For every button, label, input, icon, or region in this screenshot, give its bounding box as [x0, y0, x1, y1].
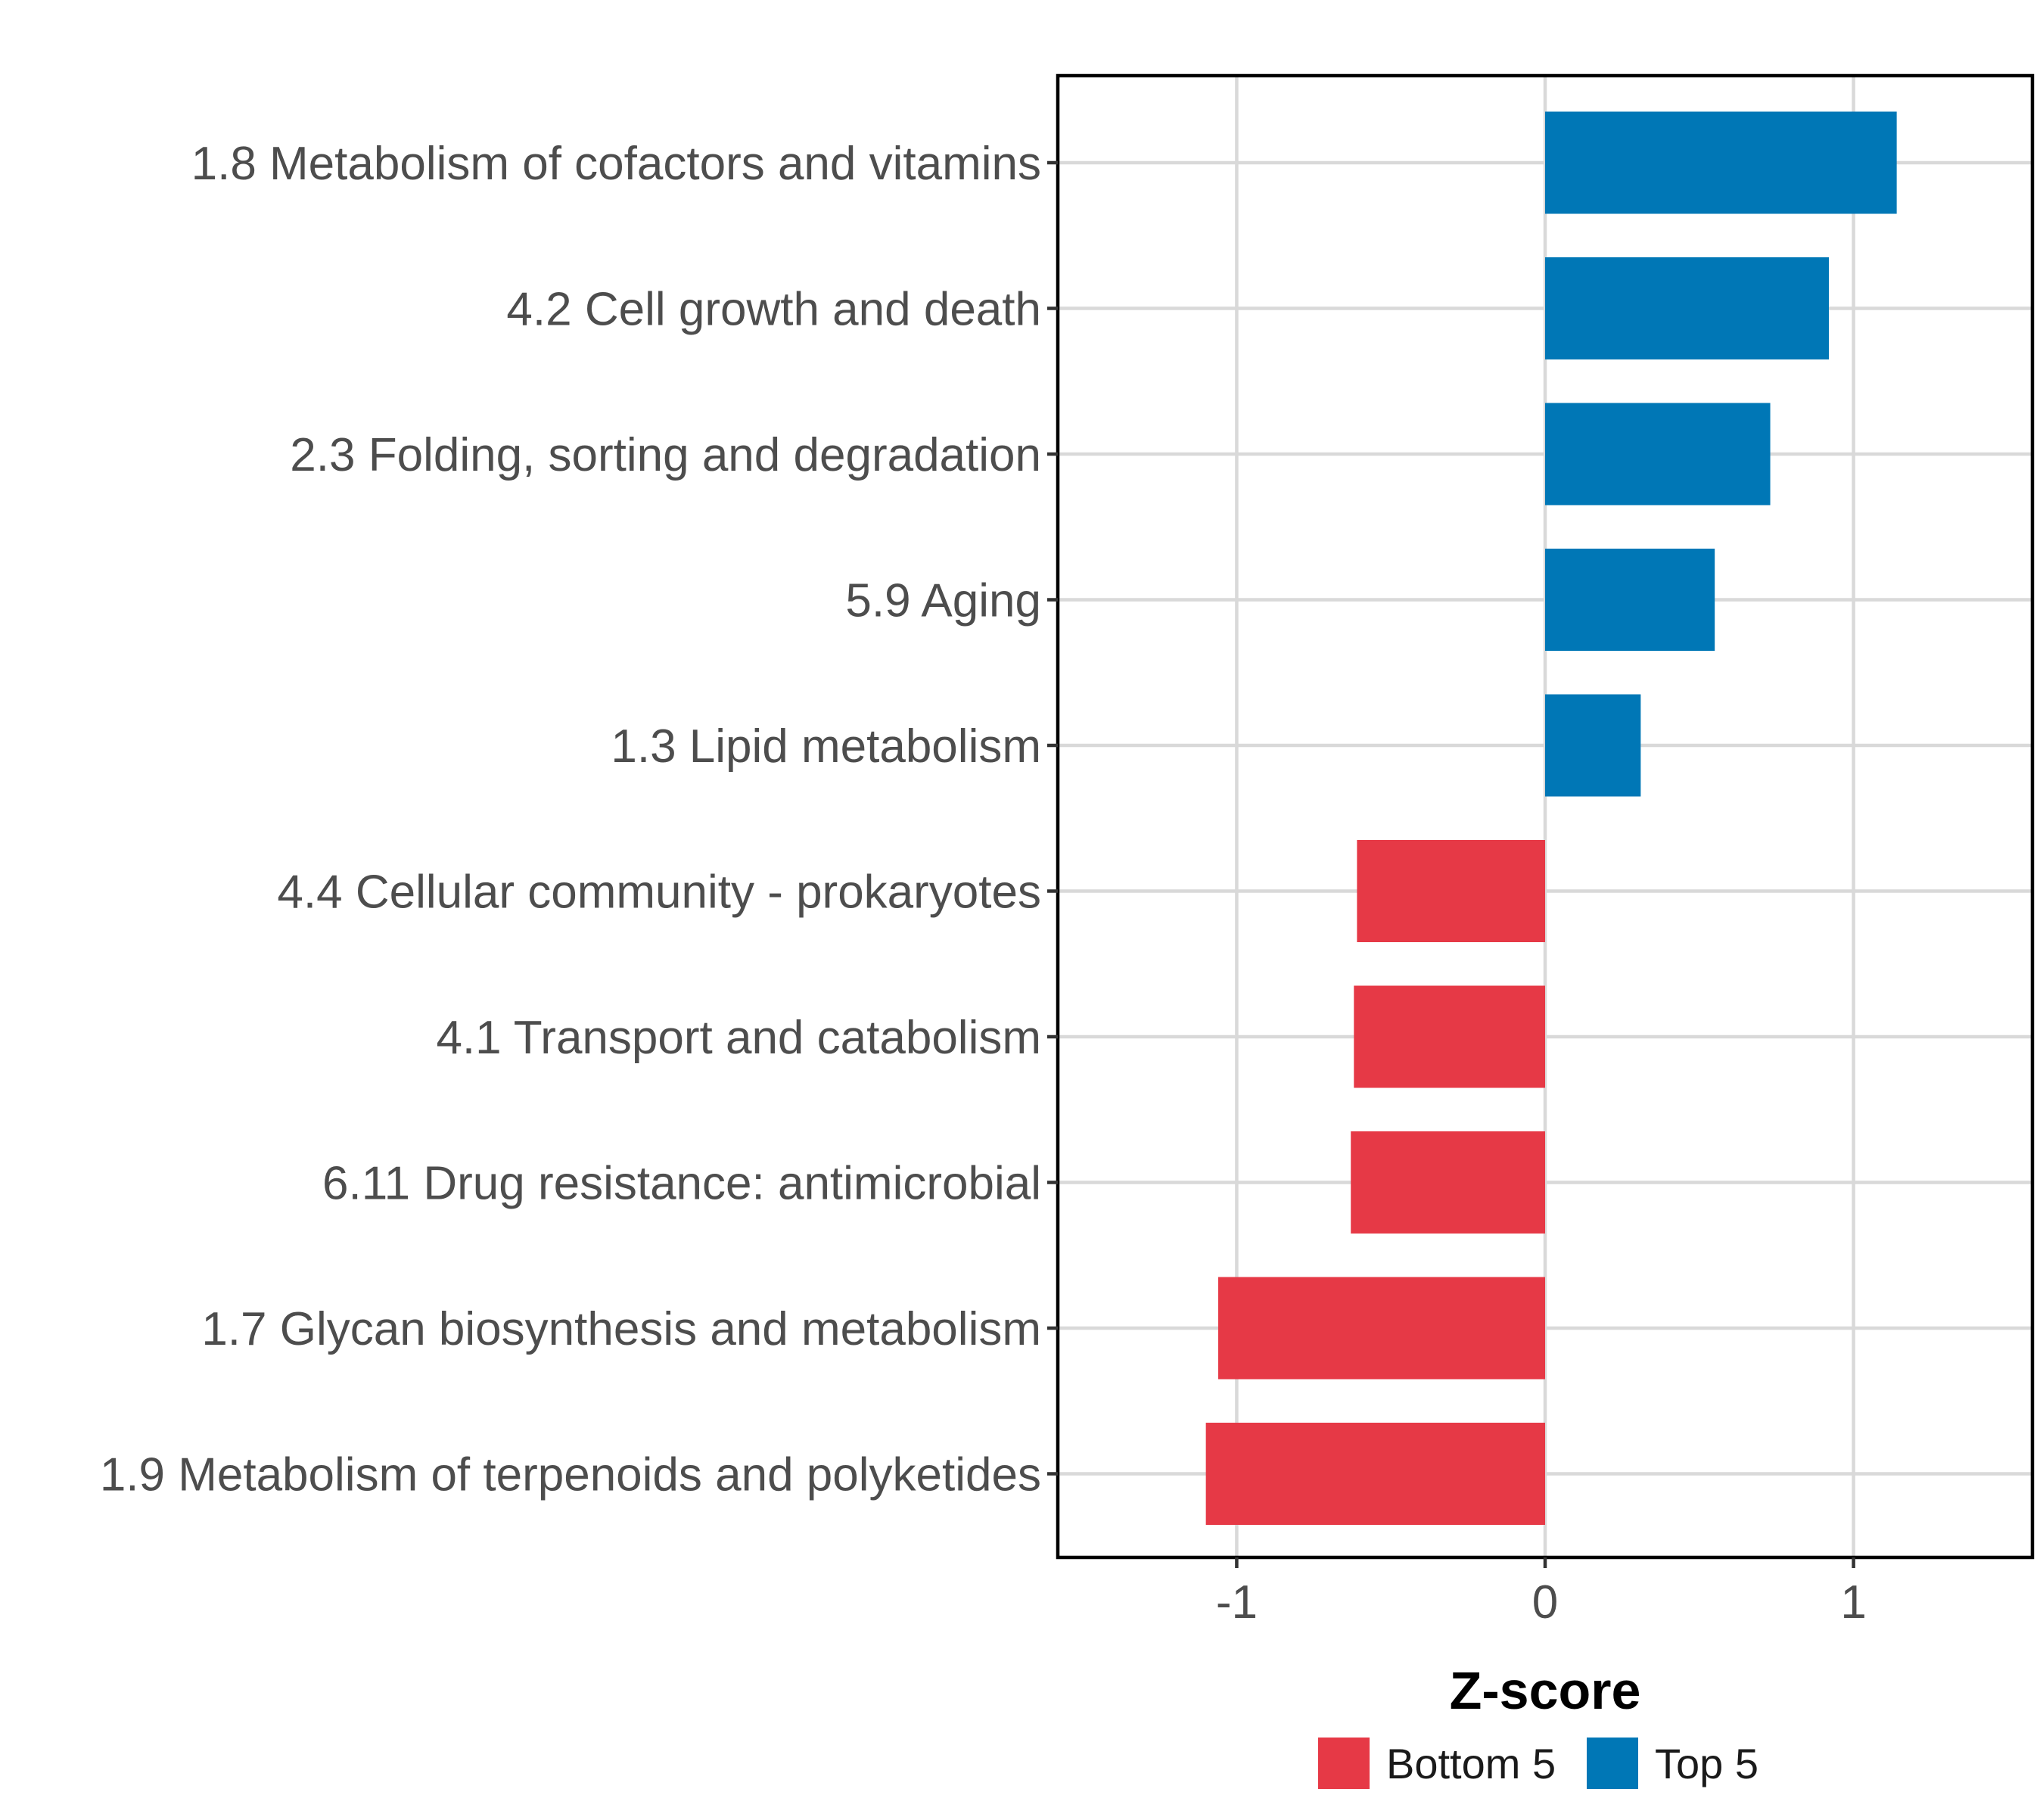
bar-top: [1545, 549, 1715, 651]
bar-top: [1545, 694, 1641, 797]
bar-bottom: [1357, 840, 1545, 942]
legend-swatch: [1587, 1738, 1638, 1789]
legend-label: Top 5: [1655, 1740, 1758, 1787]
legend: Bottom 5 Top 5: [1318, 1738, 1758, 1789]
x-axis-title: Z-score: [1450, 1661, 1641, 1720]
bar-top: [1545, 257, 1829, 359]
bar-bottom: [1354, 985, 1545, 1088]
bar-bottom: [1205, 1423, 1545, 1525]
y-tick-label: 2.3 Folding, sorting and degradation: [290, 429, 1041, 481]
legend-label: Bottom 5: [1386, 1740, 1556, 1787]
y-axis: 1.8 Metabolism of cofactors and vitamins…: [100, 138, 1058, 1501]
y-tick-label: 4.1 Transport and catabolism: [436, 1012, 1041, 1064]
bar-bottom: [1217, 1277, 1545, 1380]
y-tick-label: 5.9 Aging: [845, 575, 1041, 627]
y-tick-label: 6.11 Drug resistance: antimicrobial: [322, 1158, 1041, 1210]
bar-layer: [1205, 111, 1897, 1525]
x-tick-label: 1: [1840, 1576, 1866, 1629]
y-tick-label: 1.9 Metabolism of terpenoids and polyket…: [100, 1449, 1041, 1501]
x-axis: -1 0 1: [1216, 1557, 1867, 1629]
y-tick-label: 1.3 Lipid metabolism: [611, 720, 1041, 773]
bar-top: [1545, 403, 1771, 506]
y-tick-label: 1.8 Metabolism of cofactors and vitamins: [191, 138, 1041, 190]
y-tick-label: 4.2 Cell growth and death: [506, 284, 1041, 336]
x-tick-label: -1: [1216, 1576, 1258, 1629]
bar-top: [1545, 111, 1897, 214]
bar-bottom: [1351, 1131, 1545, 1234]
x-tick-label: 0: [1532, 1576, 1558, 1629]
y-tick-label: 1.7 Glycan biosynthesis and metabolism: [201, 1303, 1041, 1355]
y-tick-label: 4.4 Cellular community - prokaryotes: [277, 866, 1041, 919]
legend-swatch: [1318, 1738, 1370, 1789]
